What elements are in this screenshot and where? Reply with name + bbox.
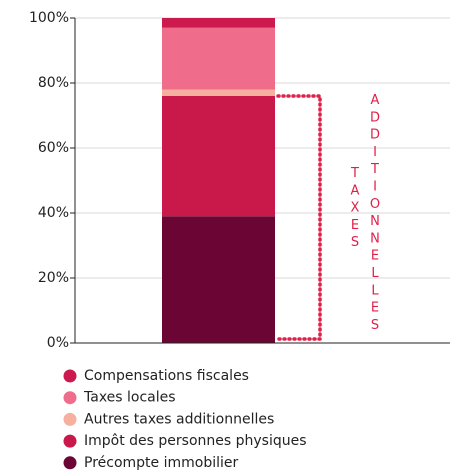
y-tick-label: 20%	[38, 270, 69, 286]
legend-label: Précompte immobilier	[84, 455, 238, 471]
legend-label: Impôt des personnes physiques	[84, 433, 307, 449]
annotation-bracket	[276, 94, 322, 341]
bar-segment	[162, 18, 275, 28]
legend-swatch	[63, 391, 77, 405]
bar-segment	[162, 96, 275, 217]
bar-segment	[162, 89, 275, 96]
y-tick-label: 80%	[38, 75, 69, 91]
y-tick-label: 60%	[38, 140, 69, 156]
bar-segment	[162, 27, 275, 90]
bar-segment	[162, 216, 275, 343]
y-tick-label: 40%	[38, 205, 69, 221]
legend-label: Autres taxes additionnelles	[84, 411, 274, 427]
legend-label: Compensations fiscales	[84, 368, 249, 384]
legend-swatch	[63, 412, 77, 426]
legend-swatch	[63, 456, 77, 470]
legend-swatch	[63, 434, 77, 448]
legend-label: Taxes locales	[83, 390, 176, 406]
legend-swatch	[63, 369, 77, 383]
y-tick-label: 100%	[29, 10, 69, 26]
y-tick-label: 0%	[47, 335, 69, 351]
